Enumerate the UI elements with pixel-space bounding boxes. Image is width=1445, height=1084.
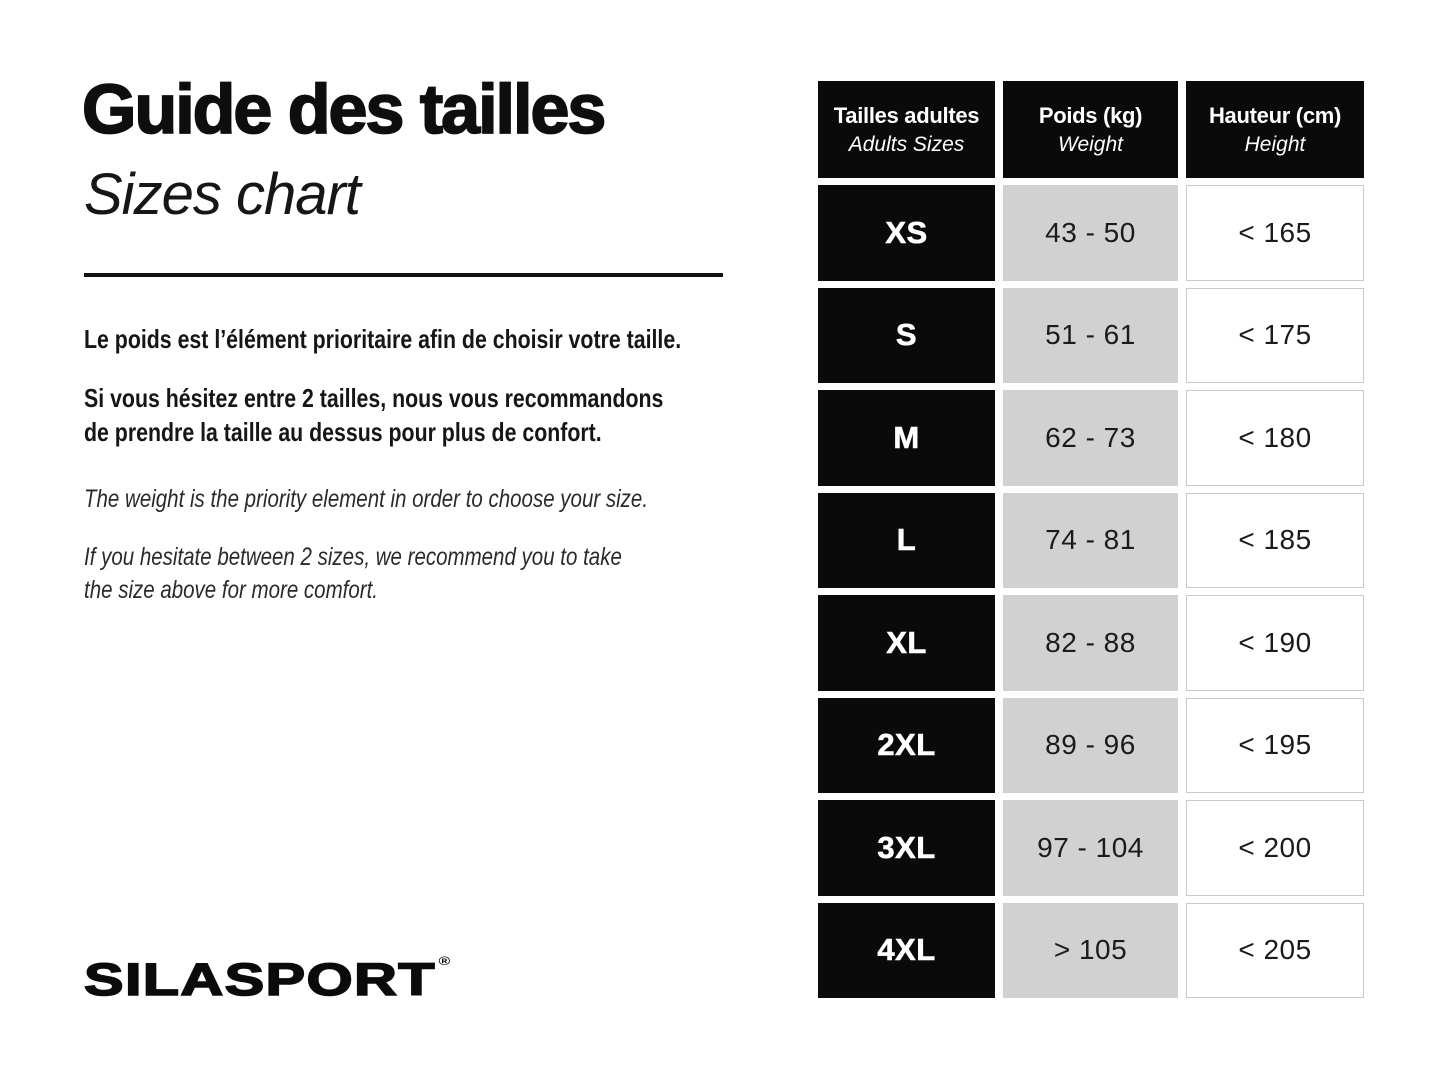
intro-text-line: Si vous hésitez entre 2 tailles, nous vo… (84, 383, 664, 413)
size-cell: 2XL (818, 697, 995, 793)
weight-cell: 89 - 96 (1003, 697, 1178, 793)
weight-cell: > 105 (1003, 902, 1178, 998)
intro-paragraph-fr-2: Si vous hésitez entre 2 tailles, nous vo… (84, 381, 663, 449)
weight-cell: 74 - 81 (1003, 492, 1178, 588)
table-header-height: Hauteur (cm) Height (1186, 81, 1364, 178)
header-label-en: Adults Sizes (848, 132, 965, 156)
intro-text-line: the size above for more comfort. (84, 576, 378, 604)
registered-trademark-icon: ® (438, 954, 452, 968)
size-cell: M (818, 390, 995, 486)
page-title-french: Guide des tailles (81, 70, 607, 148)
height-cell: < 185 (1186, 492, 1364, 588)
page-title-english: Sizes chart (84, 162, 361, 227)
intro-text-line: de prendre la taille au dessus pour plus… (84, 417, 602, 447)
size-cell: XS (818, 185, 995, 281)
intro-paragraph-fr-1: Le poids est l’élément prioritaire afin … (84, 322, 681, 356)
title-divider-rule (84, 273, 723, 277)
intro-text-line: Le poids est l’élément prioritaire afin … (84, 324, 682, 354)
size-table: Tailles adultes Adults Sizes Poids (kg) … (818, 81, 1364, 998)
height-cell: < 195 (1186, 697, 1364, 793)
height-cell: < 175 (1186, 287, 1364, 383)
weight-cell: 97 - 104 (1003, 800, 1178, 896)
table-header-sizes: Tailles adultes Adults Sizes (818, 81, 995, 178)
table-header-weight: Poids (kg) Weight (1003, 81, 1178, 178)
silasport-logo: SILASPORT ® (83, 954, 452, 1005)
height-cell: < 165 (1186, 185, 1364, 281)
size-cell: XL (818, 595, 995, 691)
size-cell: 4XL (818, 902, 995, 998)
header-label-fr: Hauteur (cm) (1208, 102, 1342, 128)
height-cell: < 200 (1186, 800, 1364, 896)
weight-cell: 82 - 88 (1003, 595, 1178, 691)
weight-cell: 62 - 73 (1003, 390, 1178, 486)
height-cell: < 190 (1186, 595, 1364, 691)
intro-paragraph-en-2: If you hesitate between 2 sizes, we reco… (84, 541, 622, 607)
header-label-en: Weight (1058, 132, 1123, 156)
header-label-fr: Poids (kg) (1038, 102, 1143, 128)
intro-text-line: The weight is the priority element in or… (84, 485, 649, 513)
silasport-logo-text: SILASPORT (83, 954, 436, 1005)
size-cell: L (818, 492, 995, 588)
header-label-en: Height (1244, 132, 1306, 156)
size-cell: S (818, 287, 995, 383)
header-label-fr: Tailles adultes (833, 102, 980, 128)
height-cell: < 205 (1186, 902, 1364, 998)
intro-paragraph-en-1: The weight is the priority element in or… (84, 483, 648, 516)
weight-cell: 43 - 50 (1003, 185, 1178, 281)
weight-cell: 51 - 61 (1003, 287, 1178, 383)
intro-text-line: If you hesitate between 2 sizes, we reco… (84, 543, 622, 571)
size-cell: 3XL (818, 800, 995, 896)
height-cell: < 180 (1186, 390, 1364, 486)
